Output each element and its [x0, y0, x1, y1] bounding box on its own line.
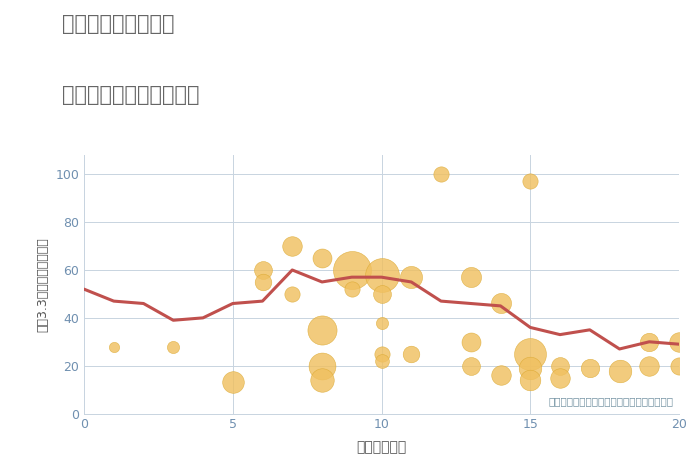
- Point: [584, 364, 595, 372]
- Point: [287, 243, 298, 250]
- Point: [525, 178, 536, 185]
- Point: [346, 285, 357, 293]
- Point: [495, 372, 506, 379]
- Point: [376, 357, 387, 365]
- Point: [316, 326, 328, 334]
- Y-axis label: 坪（3.3㎡）単価（万円）: 坪（3.3㎡）単価（万円）: [36, 237, 50, 332]
- Point: [465, 362, 476, 369]
- Point: [644, 338, 655, 345]
- Point: [406, 274, 417, 281]
- Point: [435, 171, 447, 178]
- Point: [316, 376, 328, 384]
- Text: 千葉県市原市瀬又の: 千葉県市原市瀬又の: [62, 14, 175, 34]
- Point: [554, 374, 566, 382]
- Point: [316, 254, 328, 262]
- Text: 駅距離別中古戸建て価格: 駅距離別中古戸建て価格: [62, 85, 200, 105]
- Point: [525, 350, 536, 358]
- Point: [287, 290, 298, 298]
- Point: [614, 367, 625, 374]
- Point: [525, 364, 536, 372]
- Text: 円の大きさは、取引のあった物件面積を示す: 円の大きさは、取引のあった物件面積を示す: [548, 396, 673, 407]
- Point: [465, 274, 476, 281]
- Point: [316, 362, 328, 369]
- Point: [525, 376, 536, 384]
- Point: [376, 319, 387, 326]
- Point: [406, 350, 417, 358]
- Point: [376, 350, 387, 358]
- Point: [495, 300, 506, 307]
- Point: [168, 343, 179, 350]
- Point: [346, 266, 357, 274]
- Point: [376, 290, 387, 298]
- Point: [257, 266, 268, 274]
- Point: [227, 379, 238, 386]
- Point: [644, 362, 655, 369]
- Point: [376, 271, 387, 279]
- Point: [257, 278, 268, 286]
- Point: [673, 338, 685, 345]
- Point: [108, 343, 119, 350]
- Point: [554, 362, 566, 369]
- Point: [673, 362, 685, 369]
- X-axis label: 駅距離（分）: 駅距離（分）: [356, 440, 407, 454]
- Point: [465, 338, 476, 345]
